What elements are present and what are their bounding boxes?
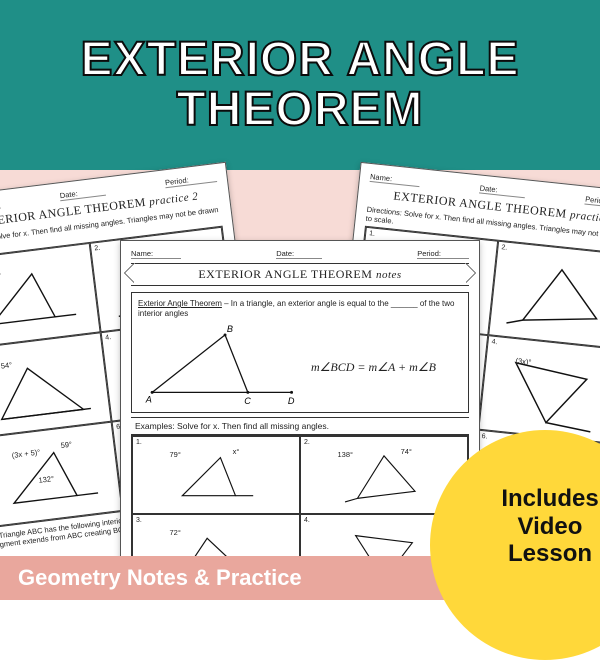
ws-title-script: practice [569, 209, 600, 225]
date-field: Date: [59, 186, 106, 202]
worksheet-header-line: Name: Date: Period: [131, 249, 469, 259]
name-field: Name: [370, 172, 421, 187]
problem-number: 6. [481, 433, 488, 441]
definition-term: Exterior Angle Theorem [138, 299, 222, 308]
problem-number: 1. [136, 439, 142, 446]
triangle-diagram [484, 347, 600, 438]
theorem-box: Exterior Angle Theorem – In a triangle, … [131, 292, 469, 413]
problem-number: 4. [105, 334, 112, 342]
problem-number: 2. [94, 245, 101, 253]
angle-label: 132° [38, 474, 54, 485]
problem-cell: 2. [488, 241, 600, 349]
worksheet-banner-title: EXTERIOR ANGLE THEOREM notes [131, 263, 469, 286]
theorem-diagram: A B C D [138, 324, 303, 406]
title-line2: THEOREM [176, 83, 423, 136]
badge-line2: Video [518, 513, 583, 540]
angle-label: 54° [0, 360, 12, 370]
problem-number: 3. [136, 517, 142, 524]
angle-label: x° [233, 447, 240, 456]
period-field: Period: [417, 249, 469, 259]
vertex-b: B [227, 324, 233, 334]
problem-cell: 3.54° [0, 332, 112, 438]
problem-number: 1. [369, 230, 376, 238]
problem-number: 2. [304, 439, 310, 446]
problem-number: 2. [501, 244, 508, 252]
triangle-diagram [0, 344, 106, 432]
period-field: Period: [585, 195, 600, 210]
triangle-diagram [494, 252, 600, 343]
date-field: Date: [479, 184, 526, 199]
problem-cell: 5.(3x + 5)°59°132° [0, 422, 123, 528]
vertex-d: D [288, 396, 295, 406]
header-title: EXTERIOR ANGLE THEOREM [81, 35, 520, 136]
name-field: Name: [131, 249, 181, 259]
vertex-a: A [145, 394, 152, 404]
problem-number: 4. [491, 339, 498, 347]
problem-cell: 4. (3x)° [478, 335, 600, 443]
ws-title-script: notes [376, 269, 402, 281]
triangle-diagram [0, 433, 117, 521]
triangle-diagram [0, 254, 95, 342]
triangle-diagram [137, 447, 295, 509]
title-line1: EXTERIOR ANGLE [81, 33, 520, 86]
ws-title-main: EXTERIOR ANGLE THEOREM [198, 267, 372, 281]
product-thumbnail: EXTERIOR ANGLE THEOREM Name: Date: Perio… [0, 0, 600, 600]
period-field: Period: [165, 172, 218, 188]
badge-line3: Lesson [508, 540, 592, 567]
problem-cell: 1.42° [0, 243, 101, 349]
angle-label: 79° [170, 450, 181, 459]
badge-line1: Includes [501, 485, 598, 512]
ws-title-script: practice 2 [149, 190, 199, 208]
examples-label: Examples: Solve for x. Then find all mis… [131, 417, 469, 435]
date-field: Date: [276, 249, 322, 259]
problem-cell: 1. 79° x° [132, 436, 300, 514]
theorem-definition: Exterior Angle Theorem – In a triangle, … [138, 299, 462, 320]
worksheet-notes: Name: Date: Period: EXTERIOR ANGLE THEOR… [120, 240, 480, 580]
badge-text: Includes Video Lesson [485, 485, 600, 568]
angle-label: 72° [170, 528, 181, 537]
problem-number: 4. [304, 517, 310, 524]
angle-label: (3x)° [515, 356, 532, 367]
angle-label: 74° [401, 447, 412, 456]
theorem-formula: m∠BCD = m∠A + m∠B [311, 360, 436, 375]
angle-label: 59° [60, 440, 72, 450]
vertex-c: C [244, 396, 251, 406]
angle-label: 138° [338, 450, 354, 459]
header-band: EXTERIOR ANGLE THEOREM [0, 0, 600, 170]
footer-text: Geometry Notes & Practice [18, 565, 302, 591]
